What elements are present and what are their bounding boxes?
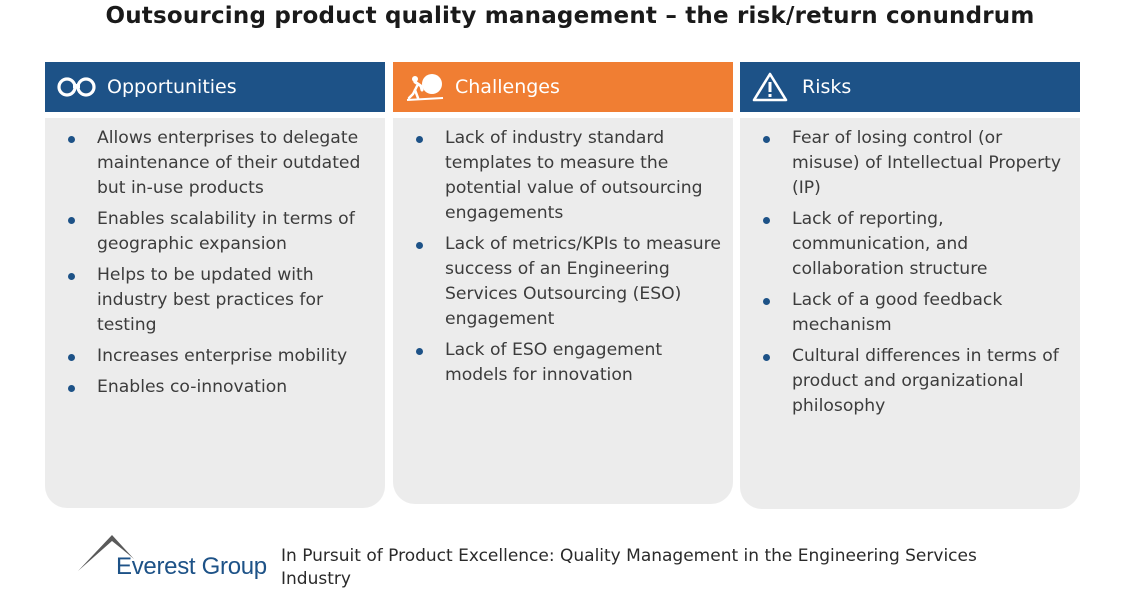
- risks-list: Fear of losing control (or misuse) of In…: [760, 126, 1068, 419]
- list-item: Lack of metrics/KPIs to measure success …: [413, 232, 721, 332]
- list-item: Enables co-innovation: [65, 375, 373, 400]
- list-item: Enables scalability in terms of geograph…: [65, 207, 373, 257]
- opportunities-heading: Opportunities: [107, 76, 237, 98]
- everest-group-logo: Everest Group: [78, 533, 278, 591]
- challenges-heading: Challenges: [455, 76, 560, 98]
- pushing-boulder-icon: [405, 72, 445, 102]
- report-title: In Pursuit of Product Excellence: Qualit…: [281, 546, 977, 589]
- list-item: Helps to be updated with industry best p…: [65, 263, 373, 338]
- risks-column: Risks Fear of losing control (or misuse)…: [740, 62, 1080, 509]
- logo-text: Everest Group: [116, 553, 267, 580]
- risks-list-box: Fear of losing control (or misuse) of In…: [740, 118, 1080, 509]
- binoculars-icon: [57, 72, 97, 102]
- list-item: Fear of losing control (or misuse) of In…: [760, 126, 1068, 201]
- challenges-column: Challenges Lack of industry standard tem…: [393, 62, 733, 504]
- list-item: Cultural differences in terms of product…: [760, 344, 1068, 419]
- risks-heading: Risks: [802, 76, 852, 98]
- list-item: Lack of ESO engagement models for innova…: [413, 338, 721, 388]
- challenges-header: Challenges: [393, 62, 733, 112]
- list-item: Lack of reporting, communication, and co…: [760, 207, 1068, 282]
- opportunities-column: Opportunities Allows enterprises to dele…: [45, 62, 385, 508]
- page-title: Outsourcing product quality management –…: [105, 3, 1035, 29]
- opportunities-header: Opportunities: [45, 62, 385, 112]
- warning-triangle-icon: [752, 72, 792, 102]
- opportunities-list-box: Allows enterprises to delegate maintenan…: [45, 118, 385, 508]
- challenges-list-box: Lack of industry standard templates to m…: [393, 118, 733, 504]
- list-item: Lack of a good feedback mechanism: [760, 288, 1068, 338]
- list-item: Increases enterprise mobility: [65, 344, 373, 369]
- list-item: Allows enterprises to delegate maintenan…: [65, 126, 373, 201]
- footer: Everest Group In Pursuit of Product Exce…: [78, 533, 1078, 591]
- challenges-list: Lack of industry standard templates to m…: [413, 126, 721, 388]
- opportunities-list: Allows enterprises to delegate maintenan…: [65, 126, 373, 400]
- risks-header: Risks: [740, 62, 1080, 112]
- list-item: Lack of industry standard templates to m…: [413, 126, 721, 226]
